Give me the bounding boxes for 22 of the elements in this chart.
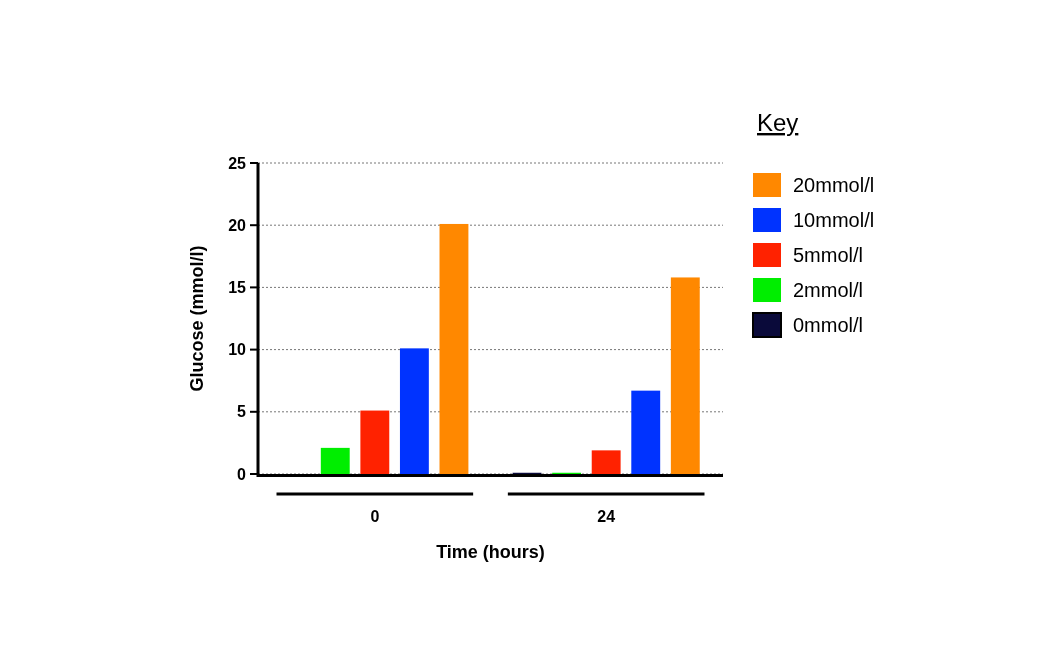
legend-label: 20mmol/l [793,174,875,196]
y-tick-label: 10 [228,341,247,359]
legend-label: 5mmol/l [793,244,864,266]
bar [670,277,700,474]
x-axis-title: Time (hours) [436,542,545,562]
legend-label: 0mmol/l [793,314,864,336]
legend-label: 10mmol/l [793,209,875,231]
y-axis-title: Glucose (mmol/l) [187,245,207,392]
y-tick-label: 25 [228,154,247,172]
legend-label: 2mmol/l [793,279,864,301]
y-tick-label: 15 [228,279,247,296]
bar [591,450,621,474]
x-tick-label: 24 [597,508,616,525]
y-tick-label: 5 [237,403,247,421]
y-tick-label: 0 [237,465,247,483]
bar [320,447,350,474]
bar [399,348,429,474]
bar [360,410,390,474]
y-tick-label: 20 [228,216,247,234]
bar [439,223,469,474]
bar [631,390,661,474]
legend-title: Key [757,109,799,136]
